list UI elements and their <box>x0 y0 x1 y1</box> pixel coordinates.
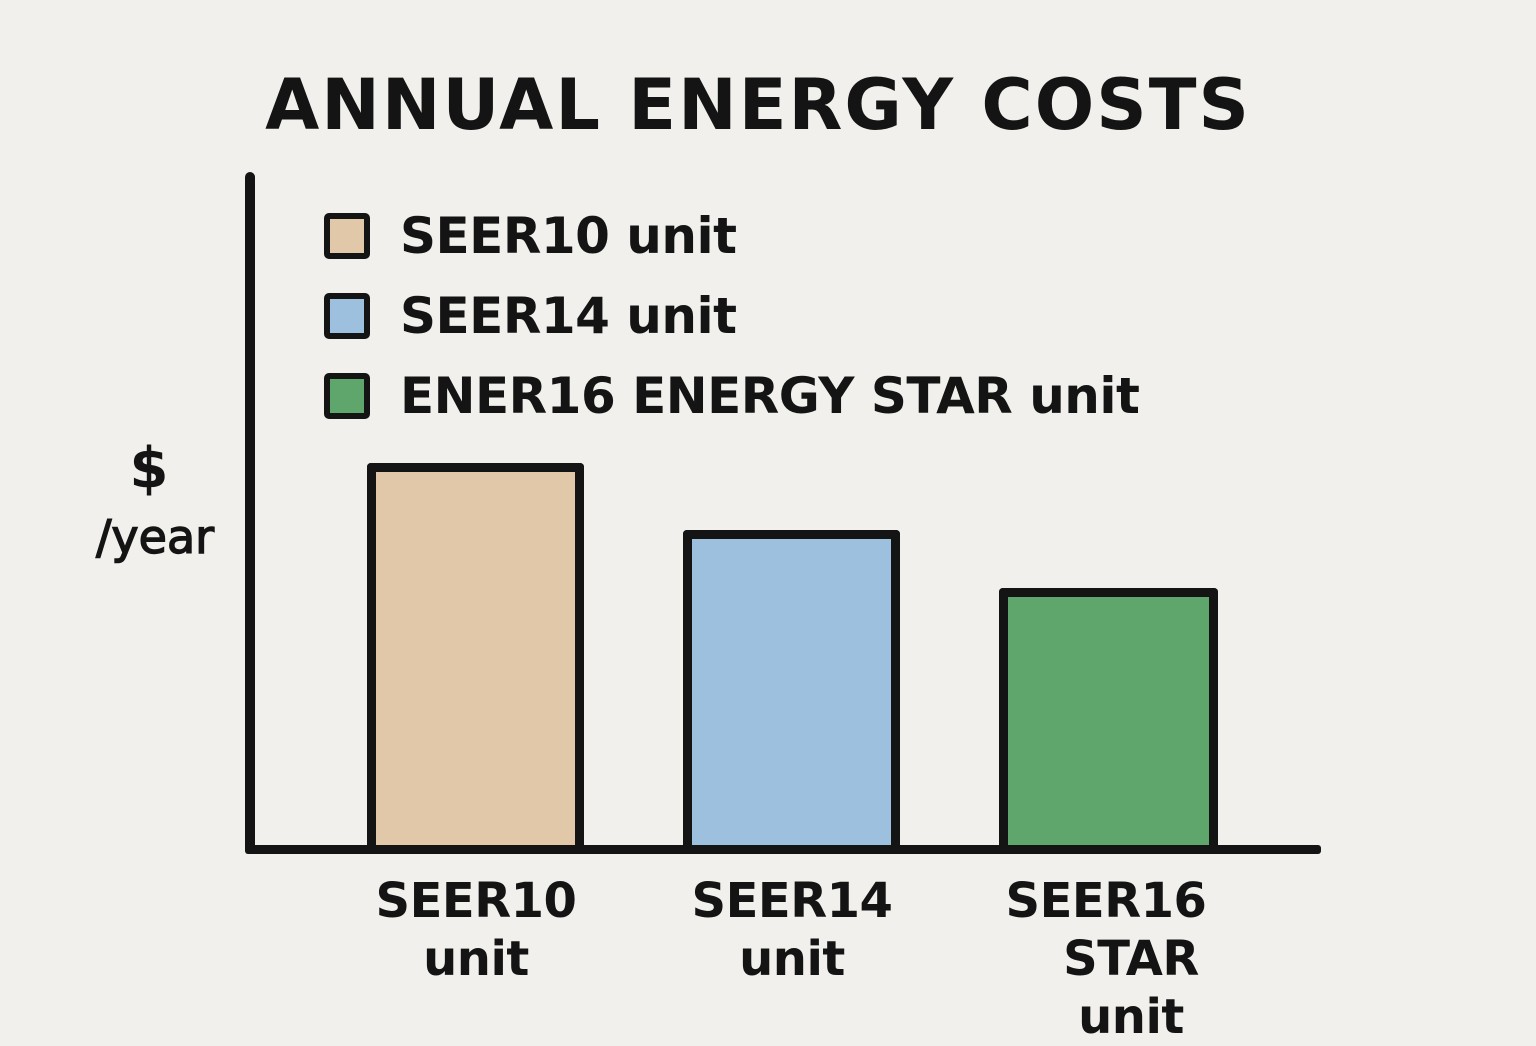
legend-item-seer14: SEER14 unit <box>324 276 1139 356</box>
legend-swatch-energy-star <box>324 373 370 419</box>
legend-label: SEER10 unit <box>400 207 737 265</box>
legend-swatch-seer10 <box>324 213 370 259</box>
bar-seer14 <box>683 530 900 849</box>
legend-swatch-seer14 <box>324 293 370 339</box>
y-axis-label: $ /year <box>80 432 230 568</box>
y-axis-symbol: $ <box>129 436 169 501</box>
x-axis-line <box>245 845 1321 854</box>
legend: SEER10 unit SEER14 unit ENER16 ENERGY ST… <box>324 196 1140 436</box>
x-label-line1: SEER14 <box>691 873 893 929</box>
x-label-line1: SEER16 <box>1005 873 1207 929</box>
x-label-line2: STAR unit <box>1063 931 1199 1045</box>
x-label-seer16: SEER16 STAR unit <box>976 872 1236 1046</box>
bar-seer10 <box>367 463 584 849</box>
x-label-line2: unit <box>739 931 845 987</box>
legend-label: ENER16 ENERGY STAR unit <box>400 367 1140 425</box>
x-label-line2: unit <box>423 931 529 987</box>
x-label-line1: SEER10 <box>375 873 577 929</box>
chart-title: ANNUAL ENERGY COSTS <box>265 64 1251 146</box>
x-label-seer14: SEER14 unit <box>662 872 922 988</box>
x-label-seer10: SEER10 unit <box>346 872 606 988</box>
bar-seer16 <box>999 588 1218 849</box>
legend-label: SEER14 unit <box>400 287 737 345</box>
y-axis-line <box>245 172 255 854</box>
legend-item-energy-star: ENER16 ENERGY STAR unit <box>324 356 1140 436</box>
legend-item-seer10: SEER10 unit <box>324 196 1139 276</box>
y-axis-unit: /year <box>95 509 215 564</box>
